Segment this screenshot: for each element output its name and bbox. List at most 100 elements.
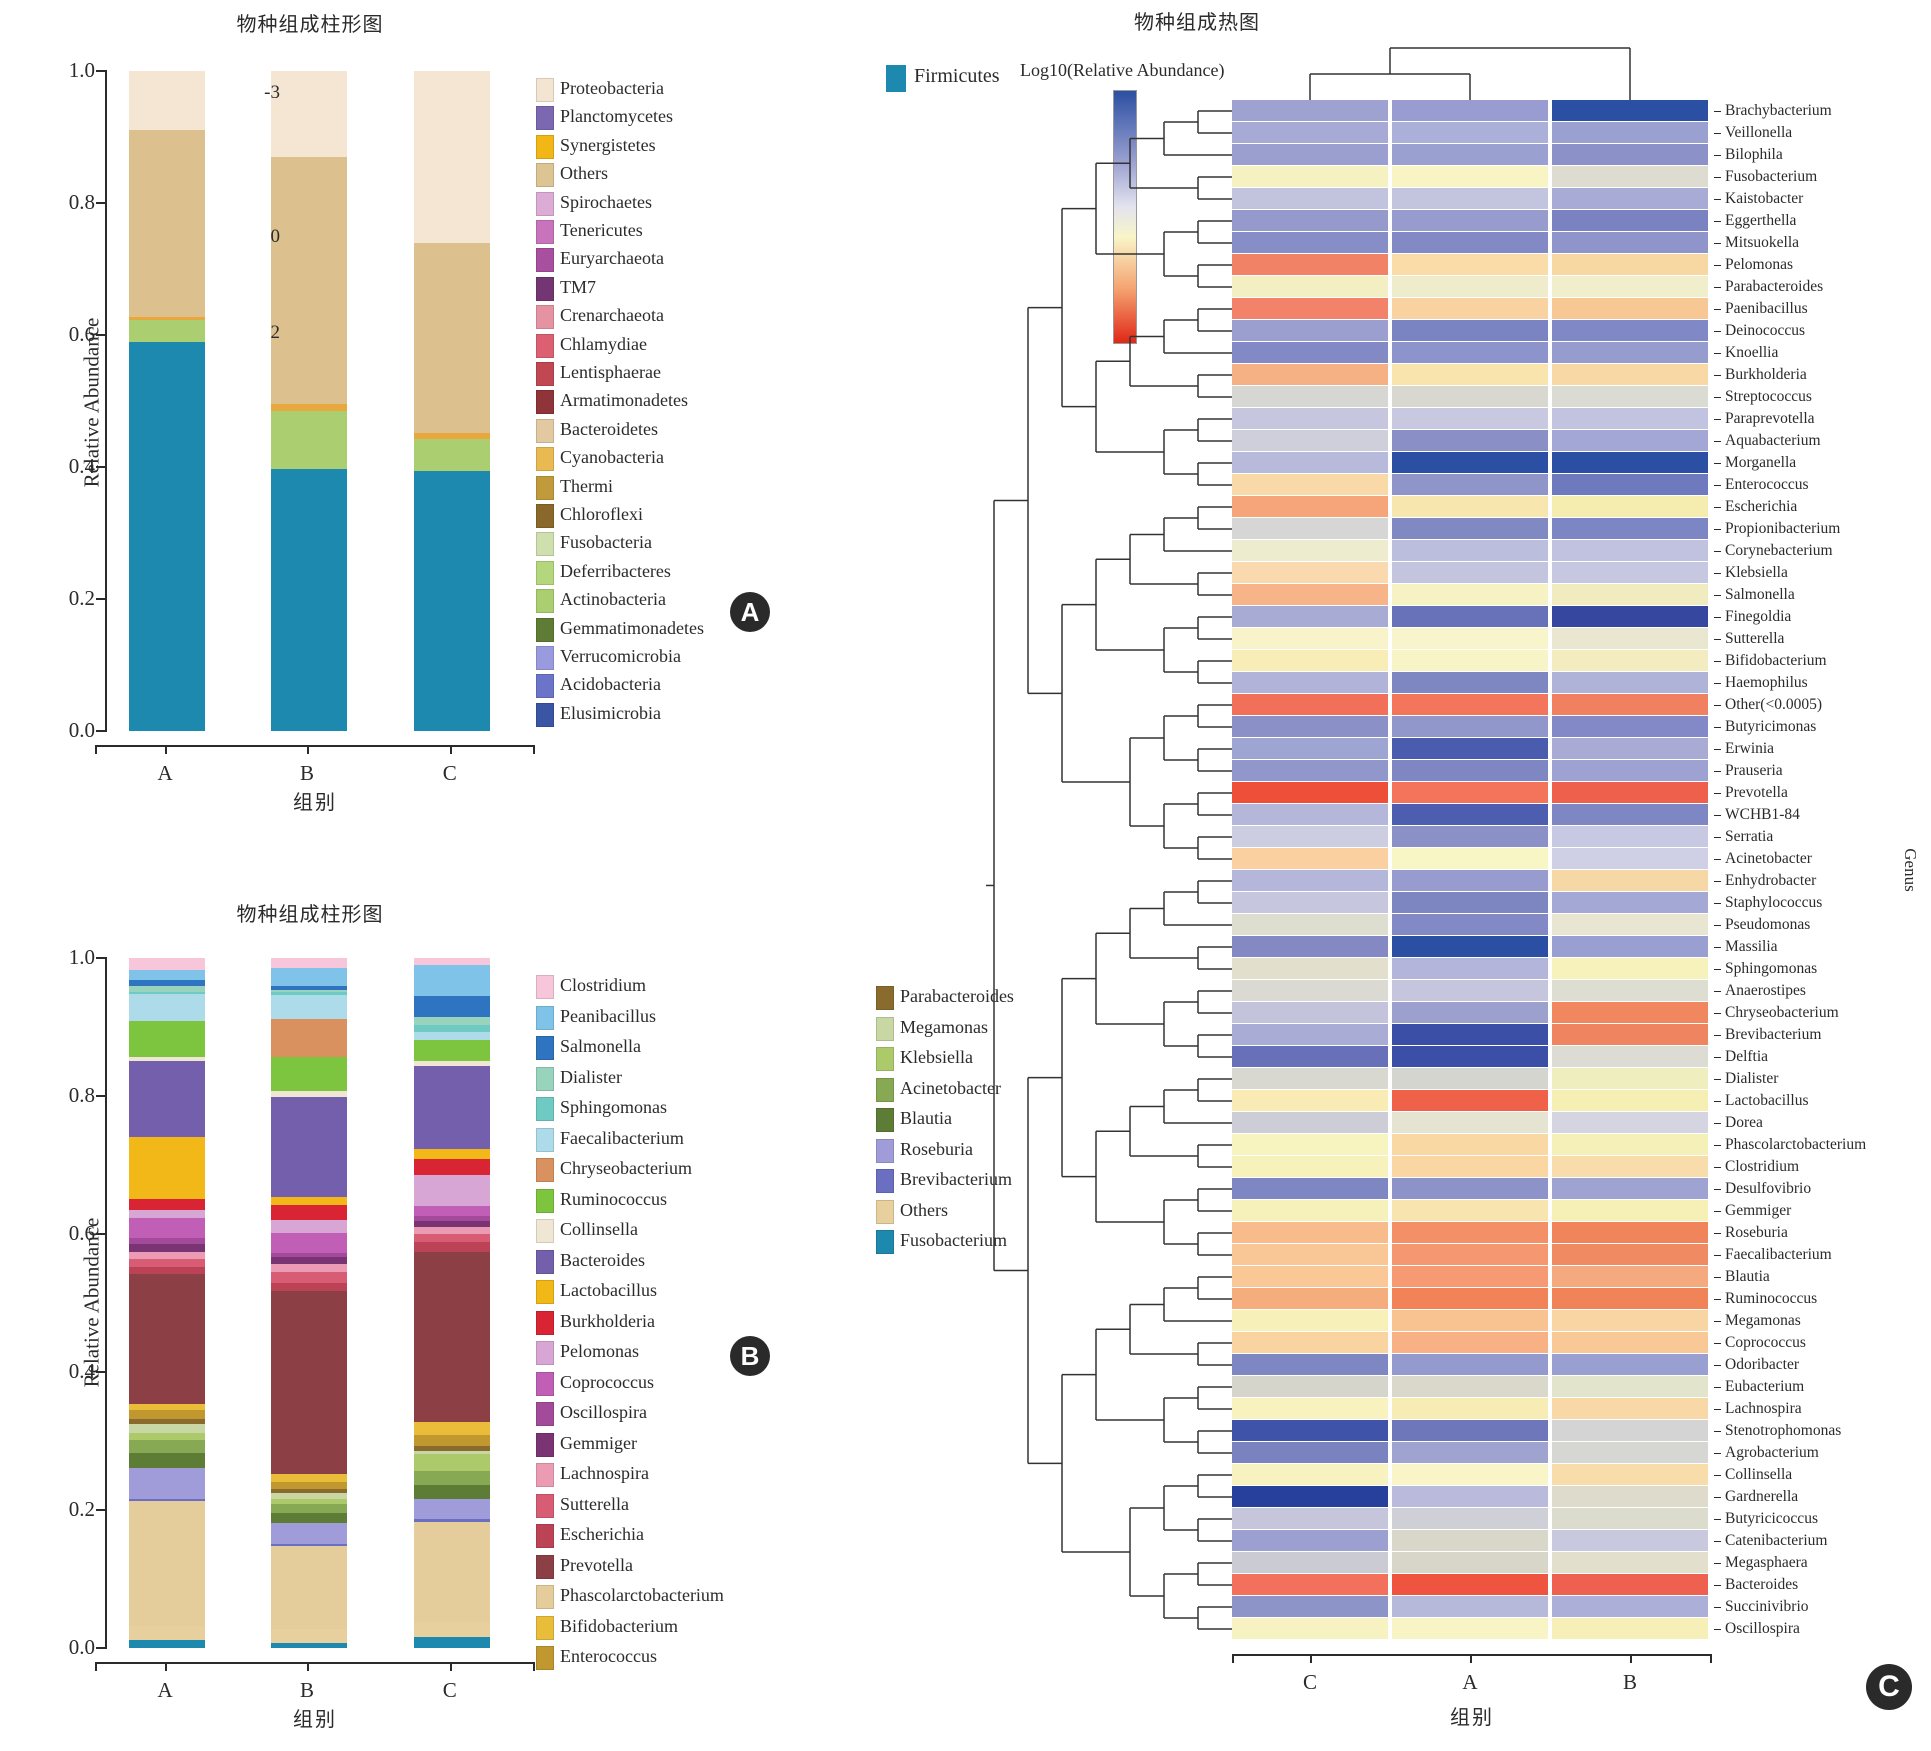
- y-tick-mark: [96, 334, 107, 336]
- legend-label: Acidobacteria: [560, 674, 661, 695]
- panel-b-x-axis: A B C: [95, 1662, 535, 1702]
- heatmap-cell-A-eggerthella: [1392, 210, 1548, 231]
- heatmap-cell-A-anaerostipes: [1392, 980, 1548, 1001]
- heatmap-cell-B-butyricicoccus: [1552, 1508, 1708, 1529]
- segment-sutterella: [129, 1258, 206, 1267]
- segment-peanibacillus: [413, 964, 490, 996]
- segment-salmonella: [129, 980, 206, 987]
- legend-swatch: [536, 1585, 554, 1609]
- colorbar-gradient: [1113, 90, 1137, 344]
- heatmap-cell-C-haemophilus: [1232, 672, 1388, 693]
- heatmap-cell-C-collinsella: [1232, 1464, 1388, 1485]
- heatmap-cell-B-lachnospira: [1552, 1398, 1708, 1419]
- legend-label: Bifidobacterium: [560, 1615, 678, 1636]
- legend-swatch: [536, 305, 554, 330]
- segment-burkholderia: [271, 1204, 348, 1221]
- heatmap-cell-A-other(<0.0005): [1392, 694, 1548, 715]
- heatmap-row-label-eggerthella: Eggerthella: [1714, 210, 1796, 232]
- heatmap-cell-C-mitsuokella: [1232, 232, 1388, 253]
- heatmap-cells: [1232, 100, 1712, 1640]
- segment-acinetobacter: [129, 1440, 206, 1454]
- heatmap-cell-A-staphylococcus: [1392, 892, 1548, 913]
- segment-enterococcus: [413, 1435, 490, 1446]
- heatmap-cell-B-blautia: [1552, 1266, 1708, 1287]
- heatmap-row-label-wchb1-84: WCHB1-84: [1714, 804, 1800, 826]
- heatmap-cell-A-kaistobacter: [1392, 188, 1548, 209]
- segment-ruminococcus: [271, 1056, 348, 1092]
- legend-label: Klebsiella: [900, 1047, 973, 1067]
- legend-swatch: [536, 106, 554, 131]
- heatmap-row-label-aquabacterium: Aquabacterium: [1714, 430, 1821, 452]
- y-tick-mark: [96, 730, 107, 732]
- x-tick-B: [307, 1662, 310, 1671]
- heatmap-cell-C-enterococcus: [1232, 474, 1388, 495]
- legend-swatch: [536, 191, 554, 216]
- colorbar-title: Log10(Relative Abundance): [1020, 60, 1225, 80]
- legend-label: Peanibacillus: [560, 1005, 656, 1026]
- heatmap-cell-B-bilophila: [1552, 144, 1708, 165]
- segment-bifidobacterium: [129, 1403, 206, 1411]
- segment-blautia: [129, 1453, 206, 1469]
- heatmap-cell-C-enhydrobacter: [1232, 870, 1388, 891]
- heatmap-cell-A-enhydrobacter: [1392, 870, 1548, 891]
- heatmap-cell-A-aquabacterium: [1392, 430, 1548, 451]
- heatmap-cell-A-acinetobacter: [1392, 848, 1548, 869]
- heatmap-row-label-kaistobacter: Kaistobacter: [1714, 188, 1803, 210]
- legend-label: Sphingomonas: [560, 1097, 668, 1117]
- heatmap-cell-B-delftia: [1552, 1046, 1708, 1067]
- legend-label: Sutterella: [560, 1493, 629, 1514]
- segment-megamonas: [413, 1451, 490, 1454]
- heatmap-cell-A-odoribacter: [1392, 1354, 1548, 1375]
- segment-gemmiger: [129, 1243, 206, 1252]
- legend-label: Gemmiger: [560, 1432, 637, 1453]
- heatmap-cell-C-agrobacterium: [1232, 1442, 1388, 1463]
- heatmap-cell-B-burkholderia: [1552, 364, 1708, 385]
- heatmap-row-label-dorea: Dorea: [1714, 1112, 1763, 1134]
- axis-end-tick: [95, 745, 97, 754]
- heatmap-cell-A-mitsuokella: [1392, 232, 1548, 253]
- heatmap-cell-C-oscillospira: [1232, 1618, 1388, 1639]
- heatmap-cell-A-lactobacillus: [1392, 1090, 1548, 1111]
- heatmap-cell-A-propionibacterium: [1392, 518, 1548, 539]
- segment-bifidobacterium: [413, 1421, 490, 1436]
- heatmap-cell-C-chryseobacterium: [1232, 1002, 1388, 1023]
- heatmap-row-label-sutterella: Sutterella: [1714, 628, 1784, 650]
- segment-escherichia: [271, 1282, 348, 1292]
- legend-swatch: [536, 248, 554, 273]
- panel-a-plot: 1.0 0.8 0.6 0.4 0.2 0.0: [69, 58, 527, 742]
- panel-a-x-axis: A B C: [95, 745, 535, 785]
- panel-b-plot: 1.0 0.8 0.6 0.4 0.2 0.0: [69, 945, 527, 1659]
- x-tick-A: [165, 1662, 168, 1671]
- heatmap-row-label-clostridium: Clostridium: [1714, 1156, 1799, 1178]
- heatmap-cell-C-stenotrophomonas: [1232, 1420, 1388, 1441]
- heatmap-row-label-bacteroides: Bacteroides: [1714, 1574, 1798, 1596]
- heatmap-cell-C-parabacteroides: [1232, 276, 1388, 297]
- legend-swatch: [536, 447, 554, 472]
- heatmap-cell-B-paraprevotella: [1552, 408, 1708, 429]
- segment-lactobacillus: [413, 1149, 490, 1160]
- firmicutes-legend-swatch: [886, 65, 906, 92]
- segment-coprococcus: [271, 1232, 348, 1254]
- heatmap-cell-C-serratia: [1232, 826, 1388, 847]
- legend-label: Coprococcus: [560, 1371, 654, 1392]
- segment-bacteroides: [413, 1066, 490, 1150]
- segment-brevibacterium: [271, 1543, 348, 1547]
- heatmap-cell-A-butyricimonas: [1392, 716, 1548, 737]
- heatmap-row-label-prauseria: Prauseria: [1714, 760, 1783, 782]
- legend-swatch: [536, 1646, 554, 1670]
- heatmap-cell-B-faecalibacterium: [1552, 1244, 1708, 1265]
- heatmap-cell-B-eggerthella: [1552, 210, 1708, 231]
- segment-collinsella: [129, 1056, 206, 1061]
- segment-sutterella: [271, 1272, 348, 1283]
- heatmap-row-label-finegoldia: Finegoldia: [1714, 606, 1791, 628]
- legend-swatch: [536, 1097, 554, 1121]
- heatmap-row-label-catenibacterium: Catenibacterium: [1714, 1530, 1827, 1552]
- legend-swatch: [876, 1108, 894, 1132]
- heatmap-row-label-enterococcus: Enterococcus: [1714, 474, 1809, 496]
- y-tick-mark: [96, 202, 107, 204]
- axis-end-tick: [95, 1662, 97, 1671]
- heatmap-cell-C-clostridium: [1232, 1156, 1388, 1177]
- heatmap-cell-C-dialister: [1232, 1068, 1388, 1089]
- legend-swatch: [536, 220, 554, 244]
- legend-label: Proteobacteria: [560, 78, 664, 98]
